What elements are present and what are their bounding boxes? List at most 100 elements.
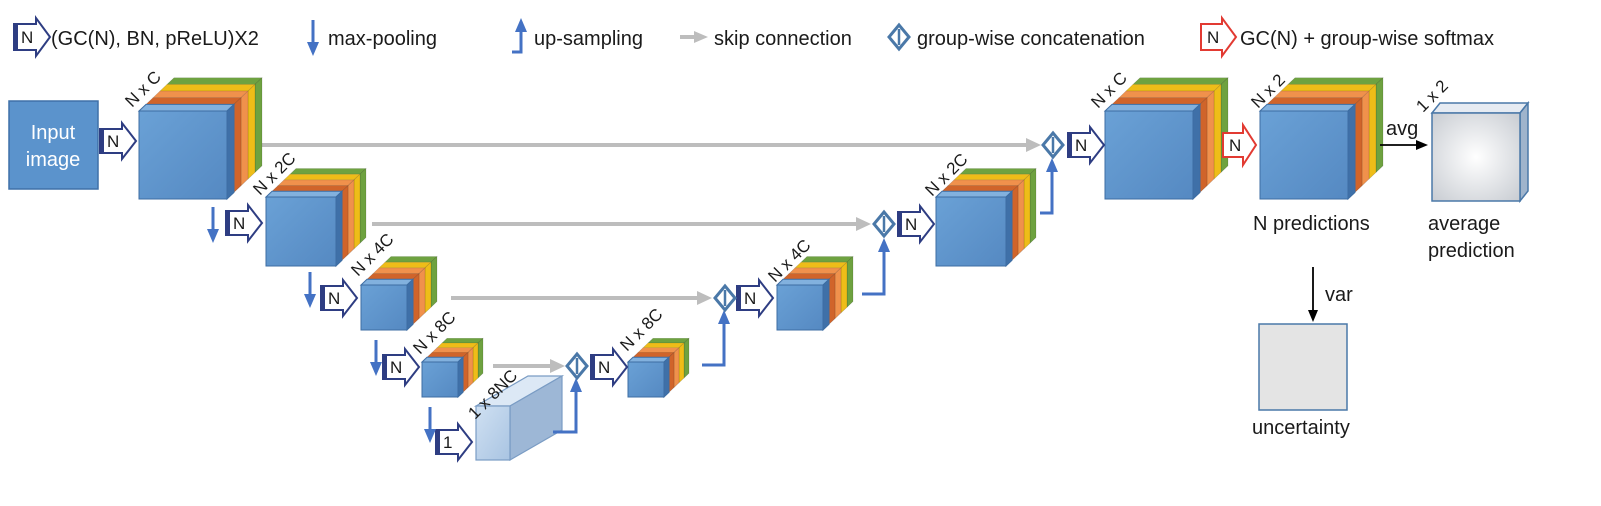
cube-side (663, 356, 670, 399)
cube-layer (642, 342, 685, 349)
legend: N (GC(N), BN, pReLU)X2 max-pooling up-sa… (13, 14, 1494, 60)
cube-layer (1029, 167, 1037, 244)
block-arrow-glyph: N (598, 358, 610, 377)
legend-final-label: GC(N) + group-wise softmax (1240, 28, 1494, 50)
legend-up-label: up-sampling (534, 28, 643, 50)
avg-label: avg (1386, 118, 1418, 140)
diamond-icon (1041, 130, 1065, 160)
cube-layer (247, 83, 256, 180)
cube-layer (637, 347, 680, 353)
cube-layer (1132, 77, 1229, 85)
legend-skip-label: skip connection (714, 28, 852, 50)
skip-connection (451, 291, 712, 305)
n-predictions-label: N predictions (1253, 213, 1370, 235)
block-arrow-icon: N (590, 346, 629, 388)
cube-layer (152, 90, 249, 98)
cube-front (1259, 110, 1349, 200)
feature-cube (137, 77, 263, 201)
cube-layer (1118, 90, 1215, 98)
diamond-icon (887, 22, 911, 52)
cube-layer (254, 77, 263, 174)
cube-side (457, 356, 464, 399)
feature-cube (359, 255, 438, 332)
block-arrow-icon: N (897, 203, 936, 245)
cube-front (627, 361, 665, 398)
cube-side (406, 278, 414, 332)
legend-block-label: (GC(N), BN, pReLU)X2 (51, 28, 259, 50)
input-line1: Input (31, 122, 76, 144)
cube-layer (1273, 90, 1370, 98)
cube-layer (1280, 84, 1377, 92)
legend-final-glyph: N (1207, 28, 1219, 47)
block-arrow-glyph: N (1075, 136, 1087, 155)
var-label: var (1325, 284, 1353, 306)
cube-layer (477, 337, 484, 379)
up-arrow-icon (1040, 158, 1058, 215)
up-arrow-icon (512, 18, 527, 54)
cube-layer (271, 185, 349, 192)
cube-layer (378, 261, 432, 269)
cube-layer (788, 267, 842, 274)
cube-layer (424, 261, 432, 314)
uncertainty-label: uncertainty (1252, 417, 1350, 439)
up-arrow-icon (553, 378, 582, 434)
down-arrow-icon (304, 272, 316, 308)
down-arrow-icon (424, 407, 436, 443)
cube-layer (800, 256, 854, 263)
cube-layer (431, 347, 474, 353)
skip-connection (493, 359, 565, 373)
legend-concat-label: group-wise concatenation (917, 28, 1145, 50)
block-arrow-icon: N (225, 202, 264, 244)
cube-layer (683, 337, 690, 379)
cube-layer (384, 256, 438, 263)
cube-side (822, 278, 830, 332)
cube-side (1192, 103, 1201, 201)
cube-layer (166, 77, 263, 85)
cube-front (935, 196, 1007, 267)
cube-layer (668, 351, 675, 393)
cube-layer (436, 342, 479, 349)
cube-layer (277, 179, 355, 186)
cube-layer (472, 342, 479, 384)
block-arrow-glyph: N (390, 358, 402, 377)
cube-layer (941, 185, 1019, 192)
cube-layer (1361, 90, 1370, 187)
var-arrow (1308, 267, 1318, 322)
cube-layer (233, 97, 242, 194)
input-image: Input image (8, 100, 99, 190)
cube-layer (341, 184, 349, 261)
cube-layer (1017, 179, 1025, 256)
block-arrows: N N N N 1 N N N N (99, 120, 1106, 463)
cube-top (137, 103, 236, 112)
legend-pool-label: max-pooling (328, 28, 437, 50)
cube-top (1103, 103, 1202, 112)
cube-top (1258, 103, 1357, 112)
cube-layer (647, 337, 690, 344)
cube-layer (959, 168, 1037, 175)
avg-arrow (1380, 140, 1428, 150)
cube-layer (678, 342, 685, 384)
block-arrow-icon: N (13, 14, 52, 60)
feature-cube (420, 337, 484, 399)
block-arrow-glyph: N (233, 214, 245, 233)
block-arrow-glyph: N (744, 289, 756, 308)
cube-top (626, 356, 671, 363)
cube-layer (289, 168, 367, 175)
cube-layer (1011, 184, 1019, 261)
cube-layer (430, 255, 438, 308)
cube-layer (1111, 97, 1208, 105)
cube-front (138, 110, 228, 200)
cube-layer (953, 173, 1031, 181)
feature-cube (1258, 77, 1384, 201)
cube-layer (412, 272, 420, 325)
cube-layer (1023, 173, 1031, 250)
cube-top (934, 190, 1014, 198)
cube-top (359, 278, 415, 286)
block-arrow-icon: N (736, 277, 775, 319)
skip-connection (259, 138, 1041, 152)
cube-layer (794, 261, 848, 269)
cube-front (421, 361, 459, 398)
cube-front (360, 284, 408, 331)
uncertainty-box (1258, 323, 1348, 411)
